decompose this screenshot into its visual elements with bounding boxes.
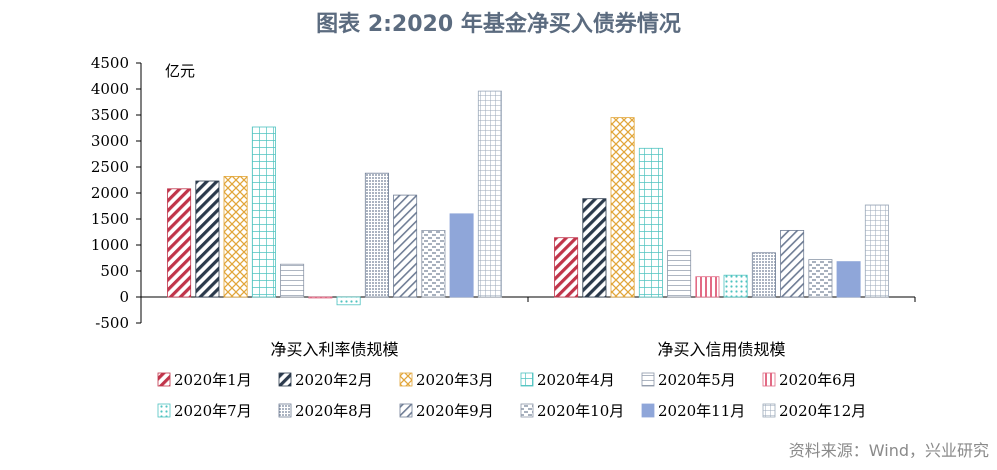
- x-category-label: 净买入信用债规模: [657, 340, 785, 359]
- y-tick-label: 0: [119, 288, 129, 306]
- legend-swatch: [157, 372, 171, 387]
- bar: [836, 261, 861, 298]
- y-tick-label: -500: [95, 314, 129, 332]
- legend-swatch: [520, 403, 534, 418]
- bar: [808, 259, 833, 298]
- chart-title: 图表 2:2020 年基金净买入债券情况: [316, 12, 681, 37]
- legend-label: 2020年4月: [537, 371, 615, 389]
- y-tick-label: 2500: [91, 158, 129, 176]
- legend-swatch: [157, 403, 171, 418]
- bar: [780, 229, 805, 298]
- bar: [421, 229, 446, 298]
- legend-label: 2020年5月: [658, 371, 736, 389]
- x-axis: 净买入利率债规模 净买入信用债规模: [140, 296, 916, 359]
- legend-swatch: [278, 372, 292, 387]
- legend: 2020年1月 2020年2月 2020年3月 2020年4月 2020年5月 2020年…: [157, 371, 866, 420]
- bar: [449, 213, 474, 298]
- bar: [477, 90, 502, 298]
- bar: [364, 172, 389, 298]
- legend-swatch: [520, 372, 534, 387]
- bar: [667, 250, 692, 298]
- bar: [393, 194, 418, 298]
- legend-label: 2020年9月: [416, 402, 494, 420]
- bar: [195, 180, 220, 298]
- x-category-label: 净买入利率债规模: [270, 340, 398, 359]
- y-tick-label: 1000: [91, 236, 129, 254]
- y-axis: -500 0 500 1000 1500 2000 2500 3000 3500 4000 4500…: [91, 54, 195, 332]
- legend-swatch: [399, 403, 413, 418]
- bar: [308, 296, 333, 299]
- bar: [582, 198, 607, 298]
- y-axis-unit-label: 亿元: [165, 62, 195, 80]
- legend-label: 2020年10月: [537, 402, 624, 420]
- y-tick-label: 500: [100, 262, 129, 280]
- bar: [695, 276, 720, 298]
- bar: [864, 204, 889, 298]
- y-tick-label: 3000: [91, 132, 129, 150]
- y-tick-label: 4500: [91, 54, 129, 72]
- bar: [167, 188, 192, 298]
- source-note: 资料来源：Wind，兴业研究: [788, 441, 989, 460]
- legend-label: 2020年11月: [658, 402, 745, 420]
- legend-label: 2020年1月: [174, 371, 252, 389]
- legend-swatch: [762, 403, 776, 418]
- bar: [223, 175, 248, 298]
- legend-swatch: [762, 372, 776, 387]
- bars-group: [167, 90, 889, 306]
- bar: [723, 274, 748, 298]
- y-tick-label: 1500: [91, 210, 129, 228]
- legend-label: 2020年6月: [779, 371, 857, 389]
- legend-swatch: [641, 372, 655, 387]
- y-tick-label: 4000: [91, 80, 129, 98]
- y-tick-label: 3500: [91, 106, 129, 124]
- bar: [251, 126, 276, 298]
- bar: [554, 237, 579, 298]
- legend-swatch: [278, 403, 292, 418]
- legend-label: 2020年2月: [295, 371, 373, 389]
- legend-swatch: [641, 403, 655, 418]
- legend-label: 2020年7月: [174, 402, 252, 420]
- y-tick-label: 2000: [91, 184, 129, 202]
- bar: [638, 147, 663, 298]
- bar: [751, 252, 776, 298]
- bar: [280, 263, 305, 298]
- legend-label: 2020年12月: [779, 402, 866, 420]
- bar: [336, 296, 361, 306]
- legend-label: 2020年3月: [416, 371, 494, 389]
- legend-swatch: [399, 372, 413, 387]
- bar: [610, 117, 635, 298]
- legend-label: 2020年8月: [295, 402, 373, 420]
